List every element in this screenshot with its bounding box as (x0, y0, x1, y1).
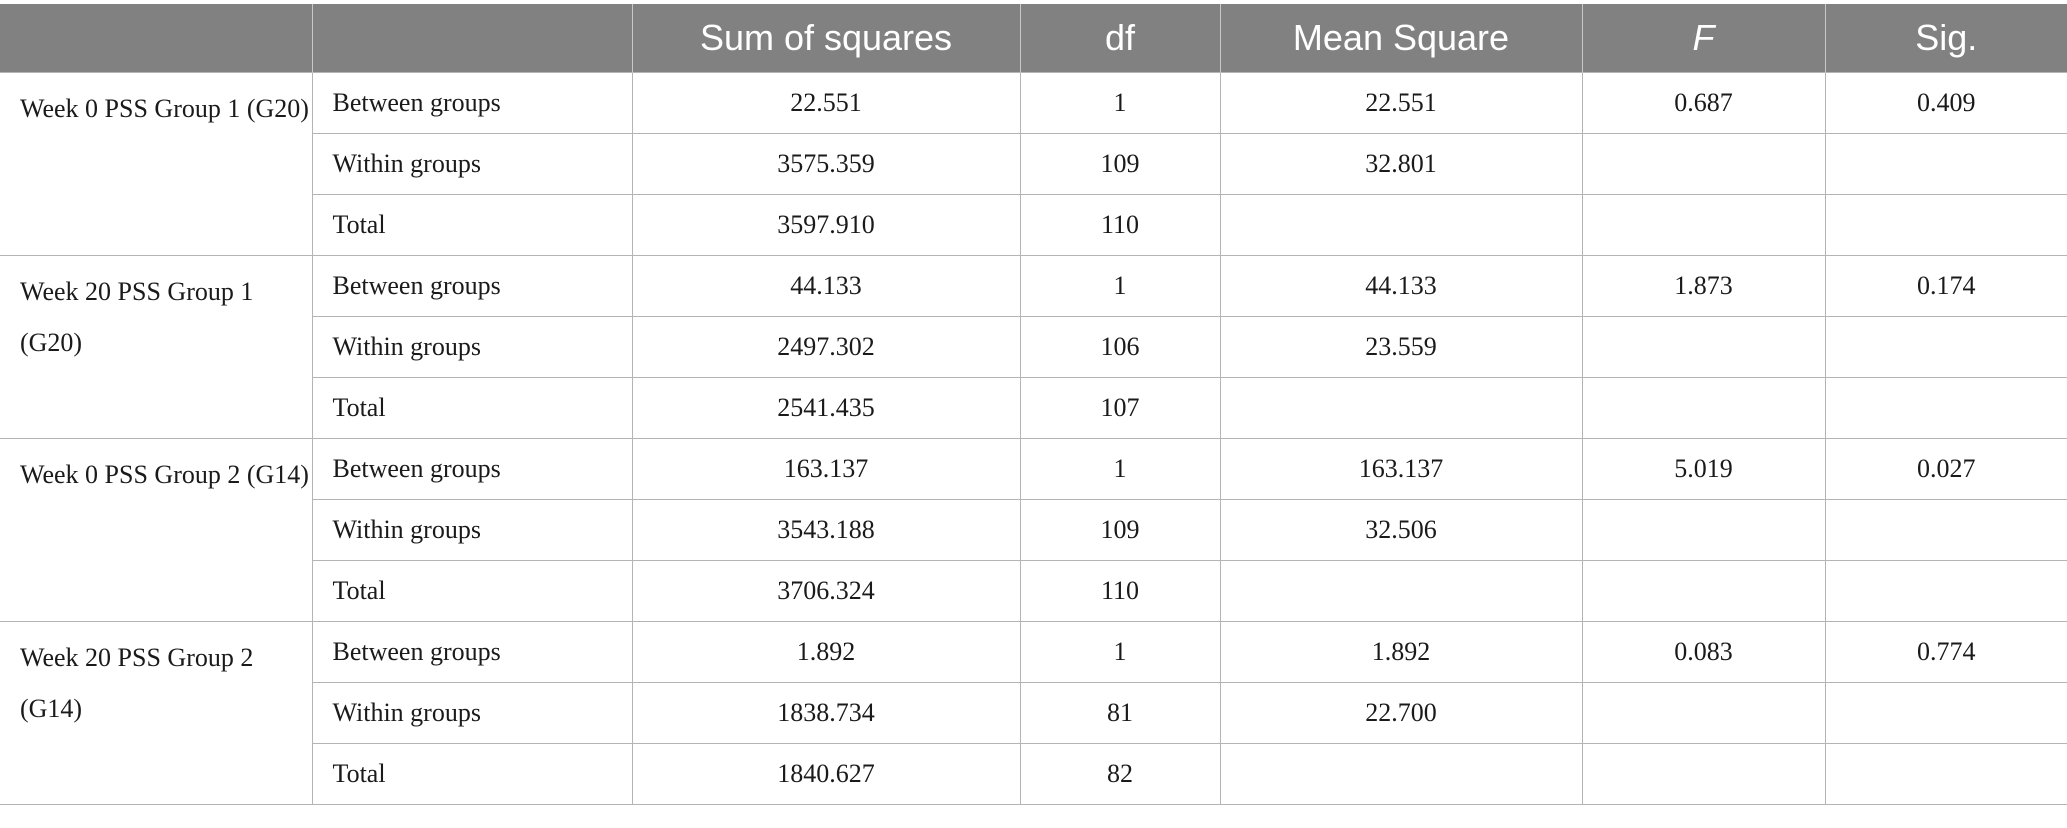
anova-table-container: Sum of squares df Mean Square F Sig. Wee… (0, 4, 2067, 805)
df-cell: 1 (1019, 72, 1221, 134)
df-cell: 1 (1019, 438, 1221, 500)
sig-cell: 0.774 (1824, 621, 2067, 683)
source-cell: Total (311, 560, 633, 622)
mean-square-cell (1219, 194, 1583, 256)
df-cell: 107 (1019, 377, 1221, 439)
mean-square-cell: 1.892 (1219, 621, 1583, 683)
sum-of-squares-cell: 22.551 (631, 72, 1021, 134)
header-sum-of-squares: Sum of squares (631, 4, 1021, 73)
table-row: Week 0 PSS Group 2 (G14) Between groups … (0, 438, 2067, 622)
f-cell (1581, 133, 1826, 195)
header-f: F (1581, 4, 1826, 73)
source-cell: Total (311, 377, 633, 439)
table-row: Week 20 PSS Group 1 (G20) Between groups… (0, 255, 2067, 439)
f-cell (1581, 560, 1826, 622)
sum-of-squares-cell: 44.133 (631, 255, 1021, 317)
source-cell: Within groups (311, 499, 633, 561)
sum-of-squares-cell: 2541.435 (631, 377, 1021, 439)
f-cell: 5.019 (1581, 438, 1826, 500)
source-cell: Between groups (311, 255, 633, 317)
f-cell (1581, 377, 1826, 439)
sig-cell: 0.174 (1824, 255, 2067, 317)
sig-cell (1824, 499, 2067, 561)
df-cell: 1 (1019, 621, 1221, 683)
source-cell: Within groups (311, 133, 633, 195)
anova-table: Sum of squares df Mean Square F Sig. Wee… (0, 4, 2067, 805)
source-cell: Total (311, 743, 633, 805)
header-df: df (1019, 4, 1221, 73)
sum-of-squares-cell: 3543.188 (631, 499, 1021, 561)
table-row: Week 0 PSS Group 1 (G20) Between groups … (0, 72, 2067, 256)
variable-cell: Week 20 PSS Group 2 (G14) (0, 621, 313, 805)
mean-square-cell: 22.700 (1219, 682, 1583, 744)
sum-of-squares-cell: 3597.910 (631, 194, 1021, 256)
table-row: Week 20 PSS Group 2 (G14) Between groups… (0, 621, 2067, 805)
sig-cell: 0.027 (1824, 438, 2067, 500)
mean-square-cell: 23.559 (1219, 316, 1583, 378)
f-cell: 0.687 (1581, 72, 1826, 134)
sum-of-squares-cell: 2497.302 (631, 316, 1021, 378)
df-cell: 109 (1019, 133, 1221, 195)
sig-cell (1824, 377, 2067, 439)
df-cell: 106 (1019, 316, 1221, 378)
header-variable (0, 4, 313, 73)
source-cell: Within groups (311, 682, 633, 744)
header-sig: Sig. (1824, 4, 2067, 73)
header-mean-square: Mean Square (1219, 4, 1583, 73)
mean-square-cell: 22.551 (1219, 72, 1583, 134)
sum-of-squares-cell: 163.137 (631, 438, 1021, 500)
mean-square-cell: 44.133 (1219, 255, 1583, 317)
df-cell: 81 (1019, 682, 1221, 744)
df-cell: 82 (1019, 743, 1221, 805)
f-cell (1581, 499, 1826, 561)
f-cell (1581, 316, 1826, 378)
sig-cell (1824, 133, 2067, 195)
table-row: Within groups 2497.302 106 23.559 (0, 316, 2067, 378)
df-cell: 1 (1019, 255, 1221, 317)
variable-cell: Week 0 PSS Group 2 (G14) (0, 438, 313, 622)
variable-cell: Week 20 PSS Group 1 (G20) (0, 255, 313, 439)
sig-cell (1824, 316, 2067, 378)
sum-of-squares-cell: 3575.359 (631, 133, 1021, 195)
sum-of-squares-cell: 1840.627 (631, 743, 1021, 805)
source-cell: Between groups (311, 621, 633, 683)
source-cell: Between groups (311, 438, 633, 500)
mean-square-cell: 163.137 (1219, 438, 1583, 500)
sum-of-squares-cell: 1.892 (631, 621, 1021, 683)
header-source (311, 4, 633, 73)
source-cell: Between groups (311, 72, 633, 134)
f-cell (1581, 682, 1826, 744)
f-cell (1581, 743, 1826, 805)
sig-cell (1824, 194, 2067, 256)
sig-cell (1824, 743, 2067, 805)
mean-square-cell: 32.801 (1219, 133, 1583, 195)
table-row: Total 3597.910 110 (0, 194, 2067, 256)
sig-cell (1824, 682, 2067, 744)
header-row: Sum of squares df Mean Square F Sig. (0, 4, 2067, 73)
f-cell: 1.873 (1581, 255, 1826, 317)
mean-square-cell: 32.506 (1219, 499, 1583, 561)
variable-cell: Week 0 PSS Group 1 (G20) (0, 72, 313, 256)
table-row: Total 2541.435 107 (0, 377, 2067, 439)
mean-square-cell (1219, 560, 1583, 622)
table-body: Week 0 PSS Group 1 (G20) Between groups … (0, 72, 2067, 805)
df-cell: 110 (1019, 560, 1221, 622)
sum-of-squares-cell: 3706.324 (631, 560, 1021, 622)
df-cell: 109 (1019, 499, 1221, 561)
f-cell: 0.083 (1581, 621, 1826, 683)
table-header: Sum of squares df Mean Square F Sig. (0, 4, 2067, 73)
sig-cell: 0.409 (1824, 72, 2067, 134)
f-cell (1581, 194, 1826, 256)
sig-cell (1824, 560, 2067, 622)
mean-square-cell (1219, 377, 1583, 439)
table-row: Within groups 3543.188 109 32.506 (0, 499, 2067, 561)
table-row: Within groups 1838.734 81 22.700 (0, 682, 2067, 744)
sum-of-squares-cell: 1838.734 (631, 682, 1021, 744)
mean-square-cell (1219, 743, 1583, 805)
source-cell: Total (311, 194, 633, 256)
table-row: Total 1840.627 82 (0, 743, 2067, 805)
source-cell: Within groups (311, 316, 633, 378)
df-cell: 110 (1019, 194, 1221, 256)
